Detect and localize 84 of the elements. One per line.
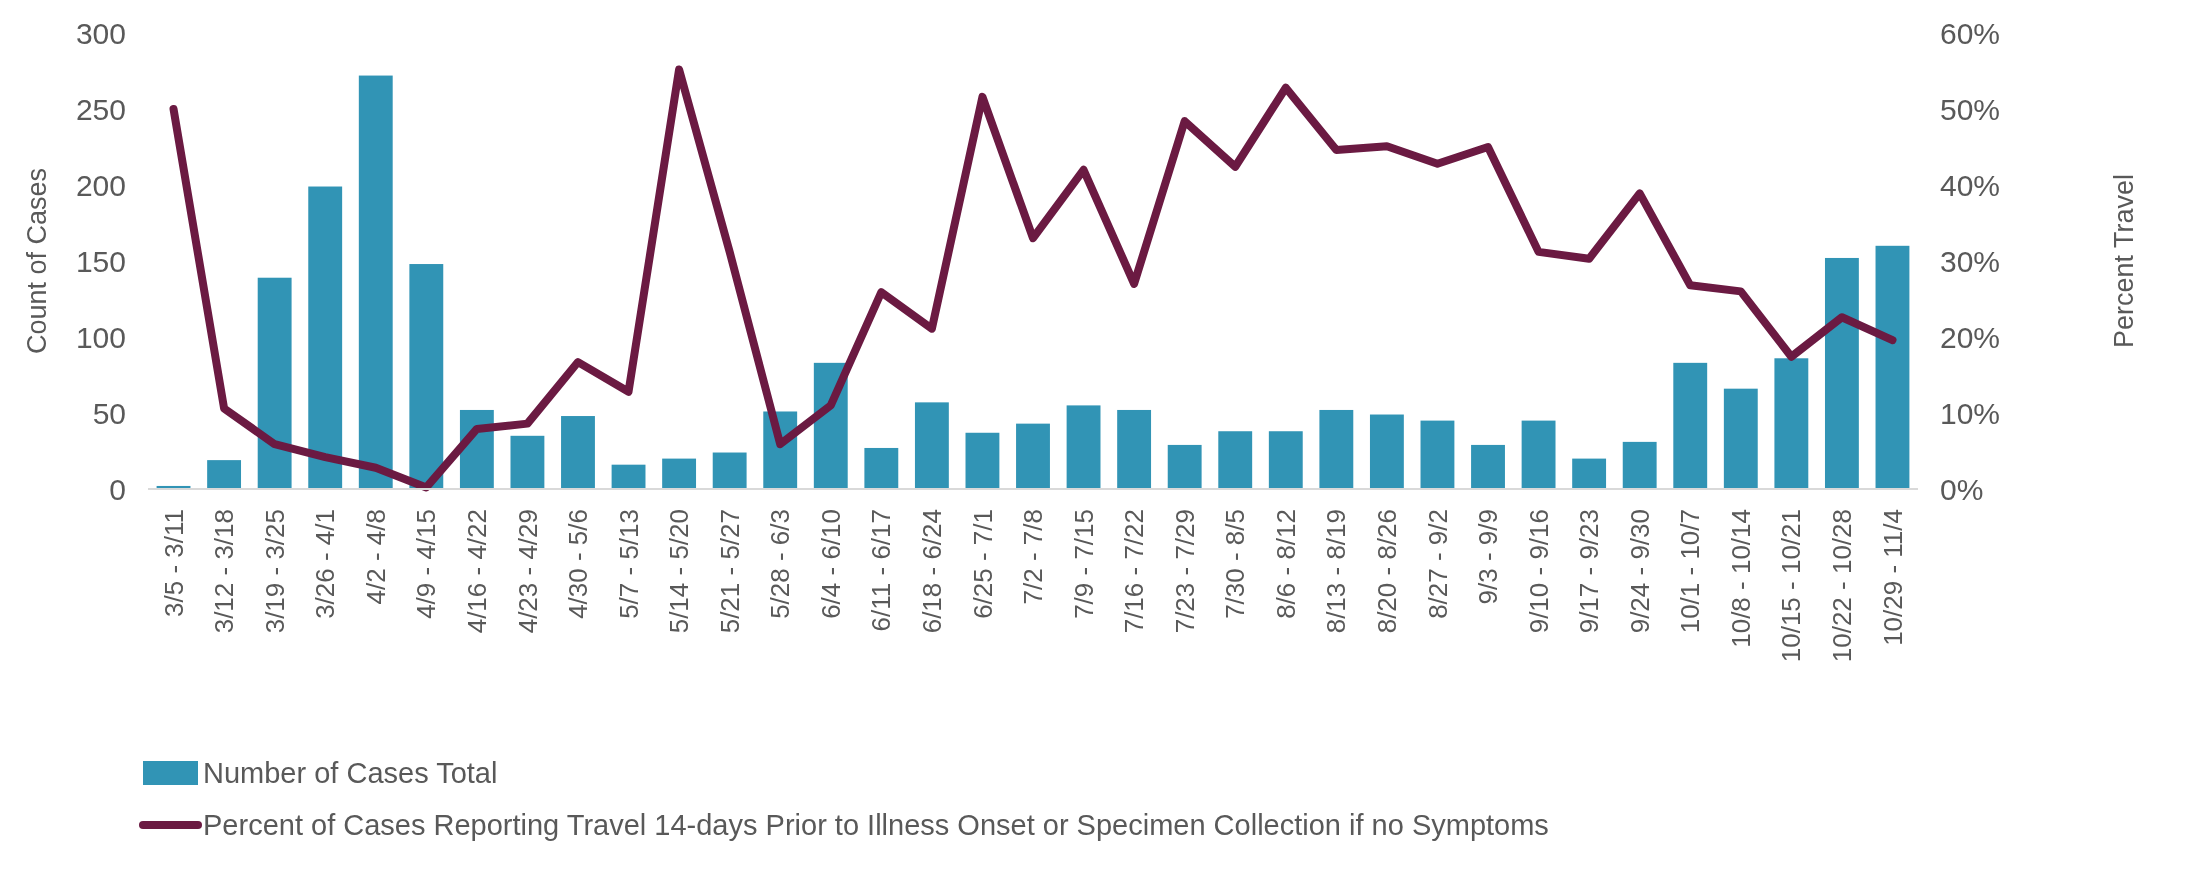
- bar: [1824, 257, 1859, 489]
- x-tick-label: 3/19 - 3/25: [259, 509, 290, 634]
- x-tick-label: 7/2 - 7/8: [1018, 509, 1049, 605]
- bar: [308, 186, 343, 489]
- x-tick-label: 9/10 - 9/16: [1523, 509, 1554, 634]
- y2-tick-label: 50%: [1940, 92, 2001, 126]
- y-axis-title: Count of Cases: [22, 167, 52, 355]
- y2-tick-label: 10%: [1940, 396, 2001, 430]
- y-tick-label: 250: [75, 92, 126, 126]
- x-tick-label: 5/28 - 6/3: [765, 509, 796, 619]
- bar: [864, 447, 899, 489]
- y2-tick-label: 60%: [1940, 16, 2001, 50]
- x-tick-label: 7/23 - 7/29: [1169, 509, 1200, 634]
- y-tick-label: 50: [92, 396, 126, 430]
- x-tick-label: 7/30 - 8/5: [1220, 509, 1251, 619]
- bar: [358, 75, 393, 489]
- x-tick-label: 8/27 - 9/2: [1422, 509, 1453, 619]
- x-tick-label: 5/14 - 5/20: [664, 509, 695, 634]
- bar: [1319, 409, 1354, 489]
- y-tick-label: 150: [75, 244, 126, 278]
- x-tick-label: 10/29 - 11/4: [1877, 509, 1908, 646]
- x-tick-label: 4/2 - 4/8: [360, 509, 391, 605]
- x-tick-label: 4/16 - 4/22: [461, 509, 492, 634]
- y2-axis-title: Percent Travel: [2109, 173, 2139, 349]
- bar: [1420, 420, 1455, 489]
- bar: [1723, 388, 1758, 489]
- y-tick-label: 200: [75, 168, 126, 202]
- bar: [965, 432, 1000, 489]
- legend-label: Number of Cases Total: [203, 757, 498, 790]
- x-tick-label: 10/1 - 10/7: [1675, 509, 1706, 634]
- bar: [1572, 458, 1607, 489]
- bar: [1875, 245, 1910, 489]
- x-tick-label: 7/16 - 7/22: [1119, 509, 1150, 634]
- bar: [561, 416, 595, 489]
- x-tick-label: 4/30 - 5/6: [563, 509, 594, 619]
- bar: [914, 402, 949, 489]
- x-tick-label: 9/24 - 9/30: [1624, 509, 1655, 634]
- x-tick-label: 6/18 - 6/24: [916, 509, 947, 634]
- x-tick-label: 3/5 - 3/11: [158, 509, 189, 617]
- bar: [1066, 405, 1101, 489]
- x-tick-label: 4/9 - 4/15: [411, 509, 442, 619]
- bar: [712, 452, 747, 489]
- x-tick-label: 6/11 - 6/17: [866, 509, 897, 632]
- bar: [611, 464, 646, 489]
- x-tick-label: 10/22 - 10/28: [1827, 509, 1858, 663]
- x-tick-label: 3/26 - 4/1: [310, 509, 341, 619]
- y-tick-label: 300: [75, 16, 126, 50]
- x-tick-label: 5/21 - 5/27: [714, 509, 745, 634]
- bar: [257, 277, 292, 489]
- x-tick-label: 5/7 - 5/13: [613, 509, 644, 619]
- y-tick-label: 0: [109, 472, 126, 506]
- bar: [662, 458, 697, 489]
- x-tick-label: 6/25 - 7/1: [967, 509, 998, 619]
- y2-tick-label: 0%: [1940, 472, 1984, 506]
- bar: [1521, 420, 1556, 489]
- x-tick-label: 10/8 - 10/14: [1725, 509, 1756, 648]
- bar: [1218, 431, 1253, 489]
- x-tick-label: 7/9 - 7/15: [1068, 509, 1099, 619]
- bar: [1622, 441, 1657, 489]
- bar: [1016, 423, 1050, 489]
- y2-tick-label: 40%: [1940, 168, 2001, 202]
- y-tick-label: 100: [75, 320, 126, 354]
- bar: [1369, 414, 1404, 489]
- legend-label: Percent of Cases Reporting Travel 14-days Prior to Illness Onset or Specimen Collection if no Symptoms: [203, 809, 1549, 842]
- x-tick-label: 6/4 - 6/10: [815, 509, 846, 619]
- x-tick-label: 8/13 - 8/19: [1321, 509, 1352, 634]
- bar: [510, 435, 545, 489]
- bar: [1471, 444, 1505, 489]
- x-tick-label: 3/12 - 3/18: [209, 509, 240, 634]
- y2-tick-label: 30%: [1940, 244, 2001, 278]
- bar: [409, 264, 444, 489]
- x-tick-label: 10/15 - 10/21: [1776, 509, 1807, 663]
- x-tick-label: 8/20 - 8/26: [1372, 509, 1402, 634]
- bar: [1774, 358, 1809, 489]
- bar: [1117, 409, 1152, 489]
- x-tick-label: 4/23 - 4/29: [512, 509, 543, 634]
- x-tick-label: 8/6 - 8/12: [1270, 509, 1301, 619]
- y2-tick-label: 20%: [1940, 320, 2001, 354]
- bar: [1673, 362, 1708, 489]
- bar: [1268, 431, 1303, 489]
- bar: [207, 460, 242, 489]
- x-tick-label: 9/3 - 9/9: [1473, 509, 1504, 605]
- bar: [1167, 444, 1202, 489]
- x-tick-label: 9/17 - 9/23: [1574, 509, 1605, 634]
